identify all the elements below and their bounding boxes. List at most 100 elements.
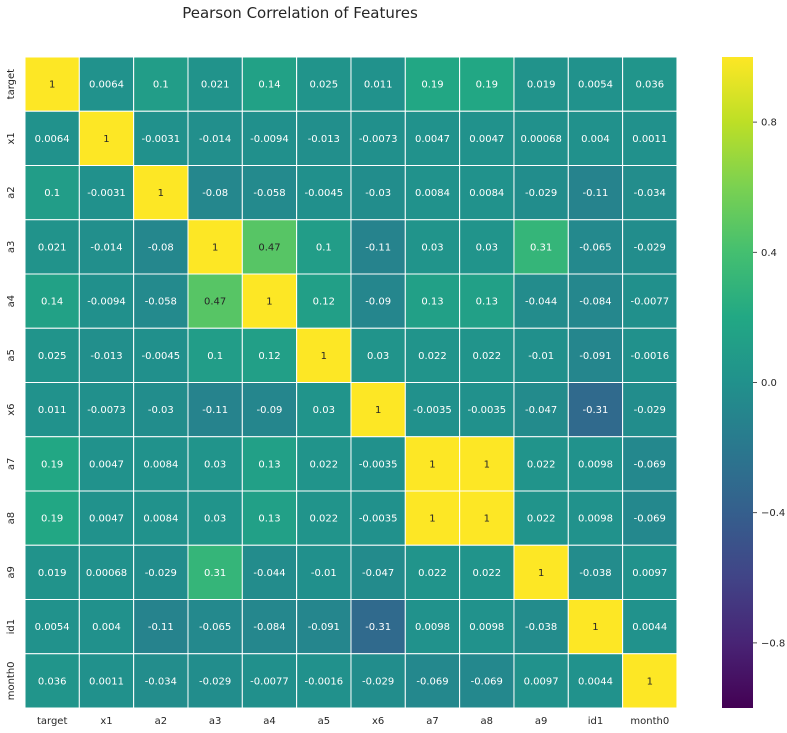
heatmap-cell	[404, 327, 461, 383]
y-tick-label: a4	[6, 295, 17, 308]
x-tick-label: a4	[263, 716, 276, 727]
cell-value-label: 0.0098	[578, 514, 613, 525]
cell-value-label: 0.025	[309, 80, 338, 91]
heatmap-cell	[296, 327, 352, 383]
heatmap-cell	[513, 544, 569, 600]
cell-value-label: -0.014	[90, 242, 122, 253]
heatmap-cell	[404, 273, 461, 329]
heatmap-cell	[241, 436, 298, 492]
cell-value-label: 0.19	[41, 459, 63, 470]
cell-value-label: 0.022	[418, 351, 447, 362]
heatmap-cell	[350, 490, 406, 546]
cell-value-label: -0.044	[253, 568, 285, 579]
heatmap-cell	[296, 382, 352, 438]
cell-value-label: -0.31	[365, 622, 391, 633]
cell-value-label: 0.022	[527, 514, 556, 525]
cell-value-label: 0.0064	[89, 80, 124, 91]
heatmap-cell	[78, 273, 135, 329]
cell-value-label: -0.11	[583, 188, 609, 199]
heatmap-cell	[622, 544, 678, 600]
cell-value-label: 1	[103, 134, 109, 145]
cell-value-label: 0.03	[204, 514, 226, 525]
heatmap-cell	[133, 490, 189, 546]
cell-value-label: 1	[429, 514, 435, 525]
heatmap-cell	[296, 56, 352, 112]
heatmap-cell	[567, 110, 624, 166]
cell-value-label: -0.08	[202, 188, 228, 199]
heatmap-cell	[241, 110, 298, 166]
cell-value-label: 1	[158, 188, 164, 199]
cell-value-label: -0.11	[202, 405, 228, 416]
cell-value-label: -0.029	[362, 676, 394, 687]
cell-value-label: -0.31	[583, 405, 609, 416]
cell-value-label: 1	[429, 459, 435, 470]
cell-value-label: 0.12	[258, 351, 280, 362]
cell-value-label: -0.0016	[630, 351, 669, 362]
cell-value-label: -0.084	[579, 297, 611, 308]
heatmap-cell	[24, 273, 80, 329]
x-axis-tick-labels: target x1 a2 a3 a4 a5 x6 a7 a8 a9 id1 month0	[37, 716, 669, 727]
heatmap-cell	[133, 219, 189, 275]
cell-value-label: 0.0044	[632, 622, 667, 633]
heatmap-cell	[133, 599, 189, 655]
heatmap-cell	[404, 599, 461, 655]
cell-value-label: -0.0045	[142, 351, 181, 362]
cell-value-label: 0.019	[38, 568, 67, 579]
heatmap-cell	[459, 490, 515, 546]
colorbar-tick-label: 0.8	[761, 118, 777, 129]
colorbar-tick-label: −0.8	[761, 638, 785, 649]
y-tick-label: id1	[6, 619, 17, 635]
heatmap-cell	[296, 110, 352, 166]
cell-value-label: 0.0011	[632, 134, 667, 145]
y-tick-label: a9	[6, 566, 17, 579]
cell-value-label: -0.09	[257, 405, 283, 416]
heatmap-cell	[567, 490, 624, 546]
cell-value-label: -0.069	[416, 676, 448, 687]
cell-value-label: 1	[266, 297, 272, 308]
heatmap-cell	[296, 219, 352, 275]
heatmap-cell	[404, 544, 461, 600]
cell-value-label: 0.03	[313, 405, 335, 416]
cell-value-label: 1	[321, 351, 327, 362]
cell-value-label: 0.1	[316, 242, 332, 253]
cell-value-label: 0.0084	[415, 188, 450, 199]
cell-value-label: 0.13	[421, 297, 443, 308]
heatmap-cell	[350, 599, 406, 655]
cell-value-label: 1	[647, 676, 653, 687]
cell-value-label: -0.013	[90, 351, 122, 362]
x-tick-label: a5	[318, 716, 331, 727]
y-tick-label: a3	[6, 241, 17, 254]
heatmap-cell	[78, 382, 135, 438]
cell-value-label: 0.0098	[415, 622, 450, 633]
cell-value-label: -0.0073	[359, 134, 398, 145]
cell-value-label: -0.11	[148, 622, 174, 633]
cell-value-label: 0.00068	[86, 568, 127, 579]
cell-value-label: -0.069	[471, 676, 503, 687]
heatmap-cell	[513, 110, 569, 166]
cell-value-label: 0.011	[38, 405, 67, 416]
x-tick-label: id1	[588, 716, 604, 727]
cell-value-label: 1	[592, 622, 598, 633]
heatmap-cell	[567, 544, 624, 600]
heatmap-cell	[78, 56, 135, 112]
cell-value-label: 0.036	[38, 676, 67, 687]
cell-value-label: 0.00068	[520, 134, 561, 145]
cell-value-label: 0.0098	[578, 459, 613, 470]
heatmap-cell	[622, 56, 678, 112]
x-tick-label: a7	[426, 716, 439, 727]
heatmap-cell	[24, 490, 80, 546]
cell-value-label: 1	[375, 405, 381, 416]
heatmap-cell	[350, 327, 406, 383]
cell-value-label: -0.0045	[305, 188, 344, 199]
heatmap-cell	[187, 382, 243, 438]
cell-value-label: 0.0054	[578, 80, 613, 91]
heatmap-cell	[350, 436, 406, 492]
heatmap-cell	[241, 273, 298, 329]
heatmap-cell	[133, 165, 189, 221]
x-tick-label: a8	[481, 716, 494, 727]
cell-value-label: 1	[484, 459, 490, 470]
cell-value-label: 0.0054	[35, 622, 70, 633]
heatmap-cell	[567, 382, 624, 438]
x-tick-label: a9	[535, 716, 548, 727]
heatmap-cell	[24, 599, 80, 655]
